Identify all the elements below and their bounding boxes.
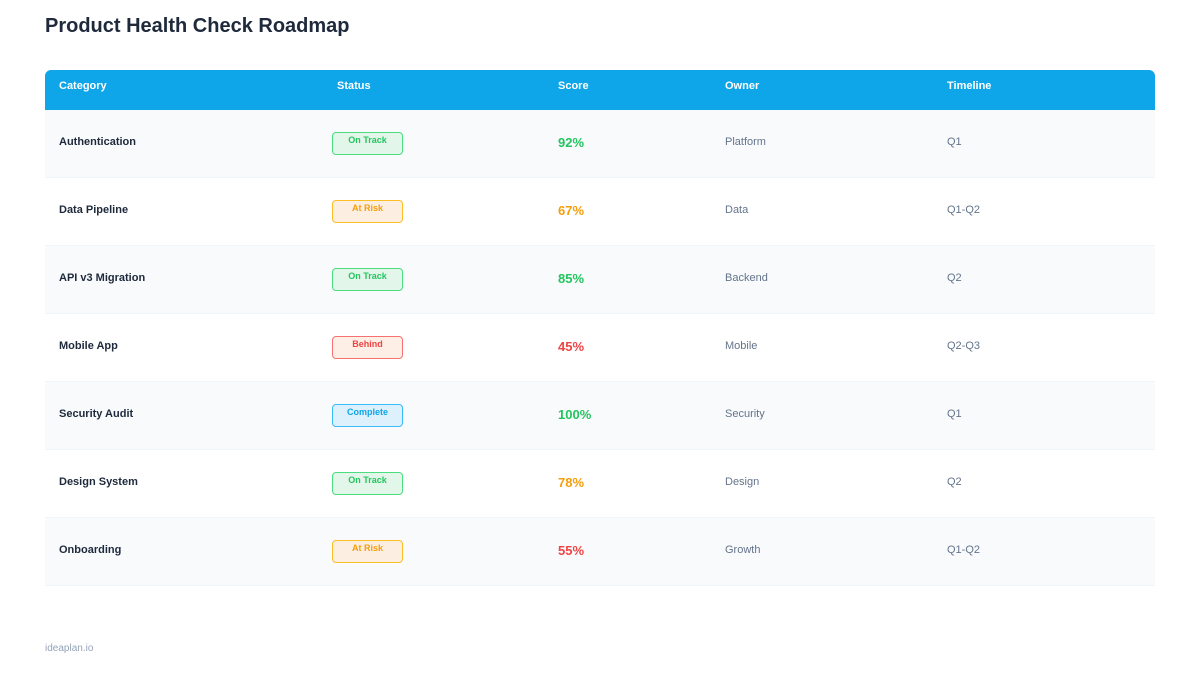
header-timeline: Timeline: [947, 80, 992, 92]
category-cell: Authentication: [59, 136, 136, 148]
table-row: Onboarding At Risk 55% Growth Q1-Q2: [45, 518, 1155, 586]
owner-cell: Backend: [725, 272, 768, 284]
timeline-cell: Q1: [947, 408, 962, 420]
timeline-cell: Q2: [947, 476, 962, 488]
table-row: Authentication On Track 92% Platform Q1: [45, 110, 1155, 178]
owner-cell: Data: [725, 204, 749, 216]
score-cell: 100%: [558, 407, 592, 422]
status-cell: At Risk: [332, 540, 403, 563]
table-header: Category Status Score Owner Timeline: [45, 70, 1155, 110]
category-cell: Design System: [59, 476, 138, 488]
page-title: Product Health Check Roadmap: [45, 15, 350, 37]
status-badge: On Track: [332, 132, 403, 155]
score-cell: 55%: [558, 543, 585, 558]
table-body: Authentication On Track 92% Platform Q1 Data …: [45, 110, 1155, 586]
table-row: Security Audit Complete 100% Security Q1: [45, 382, 1155, 450]
timeline-cell: Q2-Q3: [947, 340, 981, 352]
category-cell: Data Pipeline: [59, 204, 129, 216]
status-cell: Complete: [332, 404, 403, 427]
status-cell: On Track: [332, 132, 403, 155]
status-badge: On Track: [332, 268, 403, 291]
header-score: Score: [558, 80, 589, 92]
status-badge: Behind: [332, 336, 403, 359]
category-cell: Onboarding: [59, 544, 122, 556]
status-cell: Behind: [332, 336, 403, 359]
table-row: API v3 Migration On Track 85% Backend Q2: [45, 246, 1155, 314]
status-badge: At Risk: [332, 540, 403, 563]
table-row: Data Pipeline At Risk 67% Data Q1-Q2: [45, 178, 1155, 246]
timeline-cell: Q1-Q2: [947, 544, 981, 556]
owner-cell: Security: [725, 408, 765, 420]
header-status: Status: [337, 80, 371, 92]
score-cell: 78%: [558, 475, 585, 490]
table-row: Mobile App Behind 45% Mobile Q2-Q3: [45, 314, 1155, 382]
timeline-cell: Q1: [947, 136, 962, 148]
status-cell: At Risk: [332, 200, 403, 223]
header-owner: Owner: [725, 80, 760, 92]
owner-cell: Platform: [725, 136, 766, 148]
status-badge: On Track: [332, 472, 403, 495]
footer-brand: ideaplan.io: [45, 643, 94, 654]
score-cell: 92%: [558, 135, 585, 150]
status-badge: Complete: [332, 404, 403, 427]
status-cell: On Track: [332, 268, 403, 291]
category-cell: Security Audit: [59, 408, 134, 420]
category-cell: Mobile App: [59, 340, 118, 352]
owner-cell: Mobile: [725, 340, 758, 352]
health-check-table: Category Status Score Owner Timeline Aut…: [45, 70, 1155, 586]
score-cell: 45%: [558, 339, 585, 354]
owner-cell: Growth: [725, 544, 761, 556]
header-category: Category: [59, 80, 107, 92]
status-badge: At Risk: [332, 200, 403, 223]
status-cell: On Track: [332, 472, 403, 495]
score-cell: 85%: [558, 271, 585, 286]
score-cell: 67%: [558, 203, 585, 218]
timeline-cell: Q1-Q2: [947, 204, 981, 216]
category-cell: API v3 Migration: [59, 272, 146, 284]
owner-cell: Design: [725, 476, 760, 488]
table-row: Design System On Track 78% Design Q2: [45, 450, 1155, 518]
timeline-cell: Q2: [947, 272, 962, 284]
